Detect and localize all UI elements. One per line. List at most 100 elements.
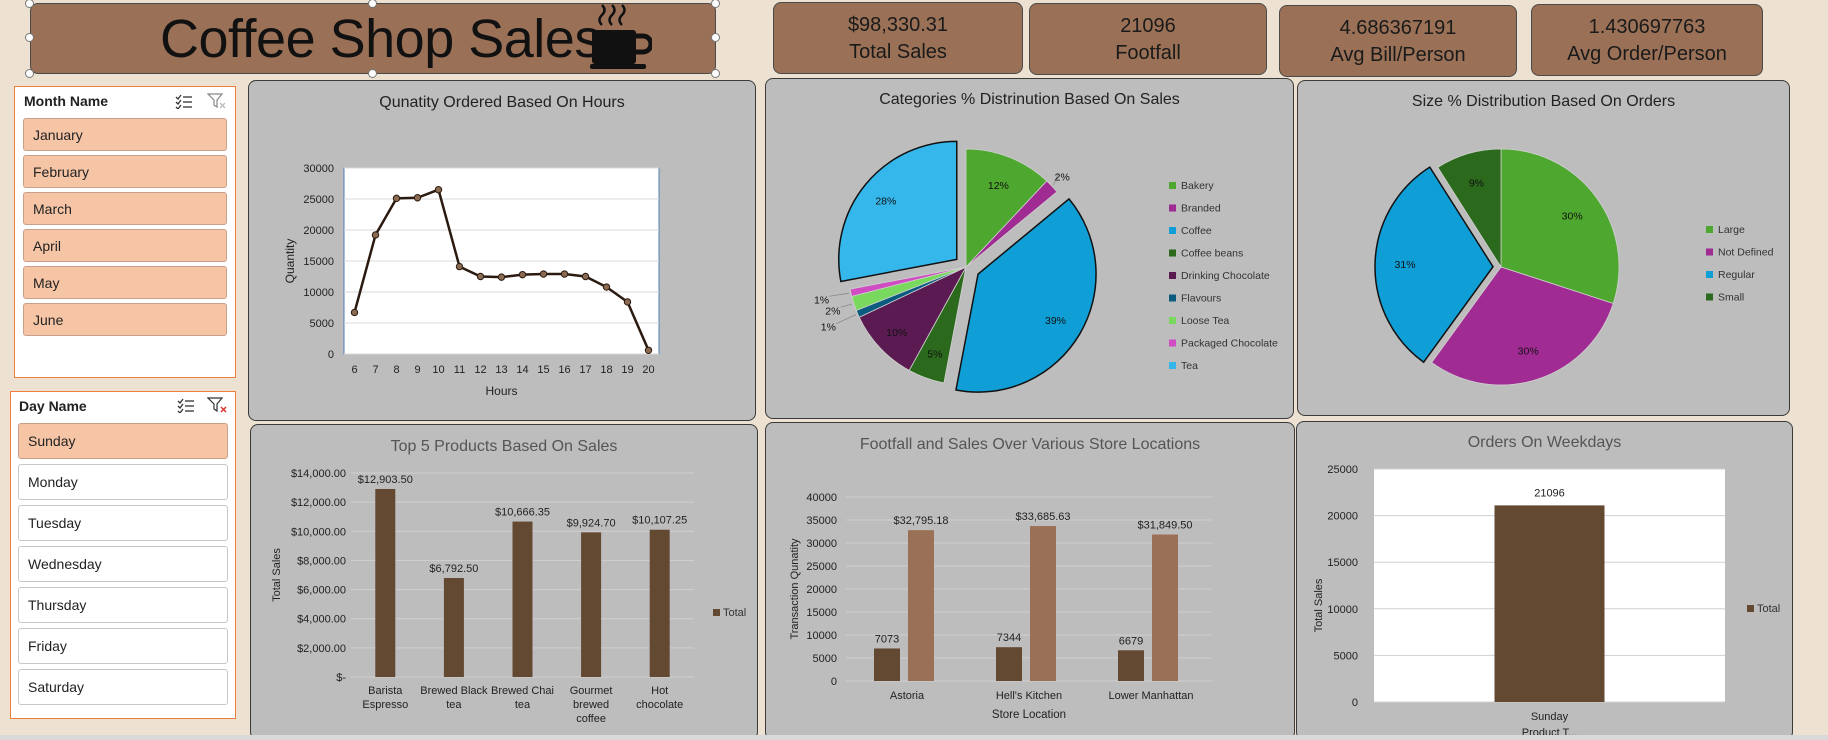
y-tick-label: $12,000.00 <box>291 497 346 509</box>
x-tick-label: Hot <box>651 685 668 697</box>
data-label: 31% <box>1395 259 1416 271</box>
slicer-item[interactable]: March <box>23 192 227 225</box>
page-title: Coffee Shop Sales <box>160 9 601 69</box>
top-products-panel[interactable]: Top 5 Products Based On Sales $- $2,000.0… <box>250 424 758 740</box>
legend-swatch <box>1169 182 1176 189</box>
legend-swatch <box>1169 294 1176 302</box>
data-point <box>413 194 422 202</box>
x-tick-label: Gourmet <box>570 685 613 697</box>
data-point <box>497 273 506 281</box>
slicer-item-selected[interactable]: Sunday <box>18 423 228 459</box>
pie-slice <box>858 266 967 371</box>
x-tick-label: 7 <box>372 364 378 376</box>
x-tick-label: 9 <box>414 364 420 376</box>
legend-swatch <box>713 609 720 616</box>
kpi-label: Footfall <box>1115 42 1181 64</box>
x-tick-label: 19 <box>621 364 633 376</box>
x-tick-label: 14 <box>516 364 528 376</box>
x-tick-label: 13 <box>495 364 507 376</box>
legend-swatch <box>1169 339 1176 347</box>
selection-handle[interactable] <box>368 69 377 78</box>
data-label: $12,903.50 <box>358 474 413 486</box>
clear-filter-icon[interactable] <box>207 396 229 414</box>
slicer-item[interactable]: Friday <box>18 628 228 664</box>
data-label: $33,685.63 <box>1015 511 1070 523</box>
clear-filter-icon[interactable] <box>207 92 227 110</box>
bar <box>1494 505 1605 702</box>
y-tick-label: 10000 <box>806 630 837 642</box>
category-pie-panel[interactable]: Categories % Distrinution Based On Sales… <box>765 78 1294 419</box>
slicer-item[interactable]: Monday <box>18 464 228 500</box>
store-locations-panel[interactable]: Footfall and Sales Over Various Store Lo… <box>765 422 1295 740</box>
line-chart-panel[interactable]: Qunatity Ordered Based On Hours 0 5000 100… <box>248 80 756 421</box>
x-tick-label: 11 <box>454 364 465 376</box>
pie-slice <box>965 148 1048 269</box>
data-label: 5% <box>927 349 942 361</box>
selection-handle[interactable] <box>25 0 34 8</box>
y-tick-label: 25000 <box>806 561 837 573</box>
y-tick-label: 20000 <box>303 225 334 237</box>
x-tick-label: 20 <box>642 364 654 376</box>
x-tick-label: tea <box>515 699 531 711</box>
y-axis-label: Total Sales <box>271 548 283 602</box>
slicer-item[interactable]: April <box>23 229 227 262</box>
legend-label: Large <box>1718 224 1745 236</box>
slicer-item[interactable]: Saturday <box>18 669 228 705</box>
bar <box>581 532 602 677</box>
slicer-item[interactable]: January <box>23 118 227 151</box>
x-tick-label: chocolate <box>636 699 683 711</box>
pie-slice <box>1374 166 1494 364</box>
kpi-value: 1.430697763 <box>1588 16 1706 38</box>
x-tick-label: brewed <box>573 699 609 711</box>
slicer-item[interactable]: Wednesday <box>18 546 228 582</box>
legend-label: Loose Tea <box>1181 315 1229 327</box>
selection-handle[interactable] <box>368 0 377 8</box>
y-axis-label: Transaction Qunatity <box>789 538 801 640</box>
slicer-item[interactable]: Tuesday <box>18 505 228 541</box>
slicer-item[interactable]: May <box>23 266 227 299</box>
y-tick-label: $2,000.00 <box>297 643 346 655</box>
legend-label: Branded <box>1181 203 1221 215</box>
y-tick-label: 5000 <box>1334 650 1358 662</box>
selection-handle[interactable] <box>25 33 34 42</box>
legend-swatch <box>1706 248 1713 256</box>
y-tick-label: $10,000.00 <box>291 526 346 538</box>
multi-select-icon[interactable] <box>177 397 195 413</box>
store-locations-chart: 0 5000 10000 15000 20000 25000 30000 35000 40000… <box>789 492 1212 721</box>
selection-handle[interactable] <box>711 33 720 42</box>
pie-slice <box>849 266 967 297</box>
x-tick-label: Espresso <box>362 699 408 711</box>
selection-handle[interactable] <box>711 0 720 8</box>
x-tick-label: 12 <box>474 364 486 376</box>
y-tick-label: 0 <box>1352 697 1358 709</box>
x-tick-label: Lower Manhattan <box>1109 690 1194 702</box>
data-label: $10,666.35 <box>495 507 550 519</box>
slicer-item[interactable]: June <box>23 303 227 336</box>
data-label: 39% <box>1045 315 1066 327</box>
y-tick-label: $14,000.00 <box>291 468 346 480</box>
bar <box>1152 534 1178 681</box>
multi-select-icon[interactable] <box>175 93 193 109</box>
pie-slice <box>838 140 958 283</box>
legend-swatch <box>1169 204 1176 212</box>
data-label: $6,792.50 <box>429 563 478 575</box>
bar <box>443 578 464 677</box>
slicer-item[interactable]: Thursday <box>18 587 228 623</box>
x-tick-label: Barista <box>368 685 403 697</box>
x-tick-label: Sunday <box>1531 711 1569 723</box>
selection-handle[interactable] <box>711 69 720 78</box>
y-axis-label: Quantity <box>283 239 297 284</box>
weekday-orders-panel[interactable]: Orders On Weekdays 0 5000 10000 15000 20000 2… <box>1296 421 1793 740</box>
legend-label: Drinking Chocolate <box>1181 270 1270 282</box>
size-pie-panel[interactable]: Size % Distribution Based On Orders 30% 3… <box>1297 80 1790 416</box>
slicer-item[interactable]: February <box>23 155 227 188</box>
chart-title: Orders On Weekdays <box>1467 434 1622 451</box>
selection-handle[interactable] <box>25 69 34 78</box>
top-products-chart: $- $2,000.00 $4,000.00 $6,000.00 $8,000.00 $1… <box>271 468 746 725</box>
line-chart: 0 5000 10000 15000 20000 25000 30000 6 7 8 9 10 11 12… <box>283 163 660 398</box>
x-tick-label: Astoria <box>890 690 925 702</box>
bar <box>649 529 670 677</box>
bar <box>375 488 396 677</box>
data-label: 12% <box>988 180 1009 192</box>
data-label: $32,795.18 <box>893 515 948 527</box>
